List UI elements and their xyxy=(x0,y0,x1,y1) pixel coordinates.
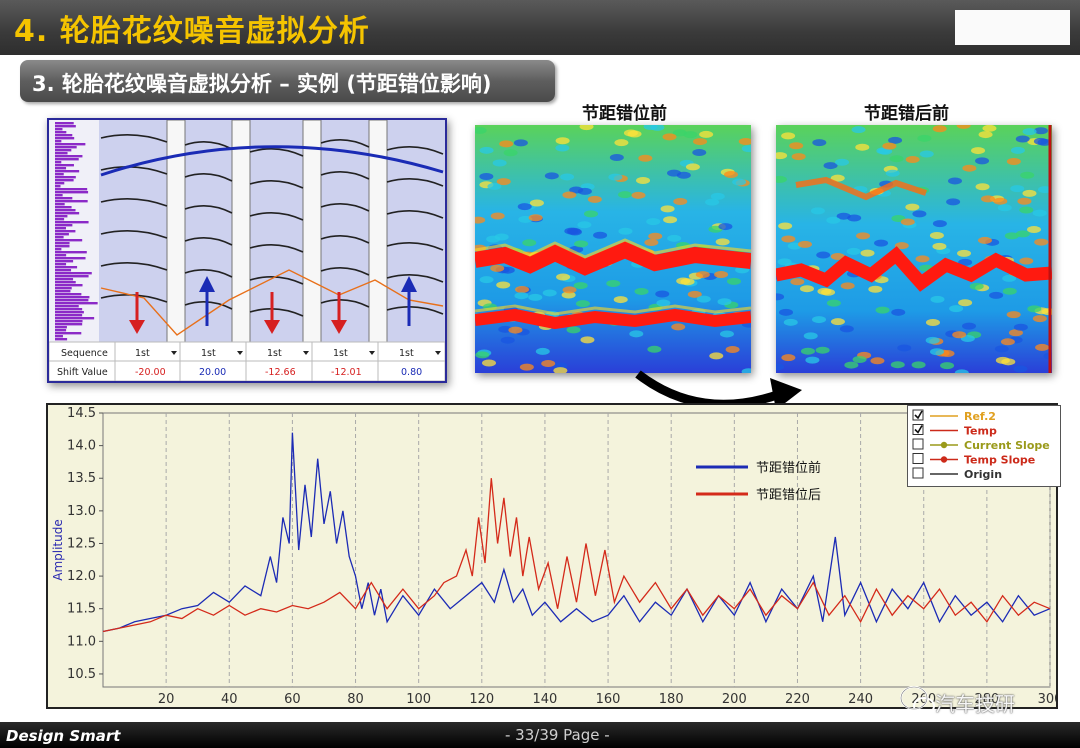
legend-checkbox[interactable] xyxy=(912,424,924,435)
legend-option-label: Origin xyxy=(964,468,1002,481)
legend-label: 节距错位前 xyxy=(756,460,821,476)
legend-option-label: Temp Slope xyxy=(964,454,1035,467)
x-tick-label: 260 xyxy=(911,692,936,707)
sequence-cell[interactable]: 1st xyxy=(399,348,414,359)
shift-value-cell[interactable]: 0.80 xyxy=(401,367,422,378)
y-tick-label: 10.5 xyxy=(67,667,96,682)
dropdown-icons xyxy=(171,351,441,355)
x-tick-label: 40 xyxy=(221,692,238,707)
shift-value-cell[interactable]: 20.00 xyxy=(199,367,226,378)
table-row-label: Shift Value xyxy=(57,367,108,378)
x-tick-label: 200 xyxy=(722,692,747,707)
arrow-up-icon xyxy=(401,276,417,326)
shift-value-cell[interactable]: -12.01 xyxy=(331,367,362,378)
x-tick-label: 300 xyxy=(1038,692,1056,707)
legend-checkbox[interactable] xyxy=(912,467,924,479)
amplitude-chart: 20 40 60 80 100 120 140 160 180 200 220 240 260 280 30… xyxy=(46,403,1062,709)
x-tick-label: 120 xyxy=(469,692,494,707)
sequence-cell[interactable]: 1st xyxy=(201,348,216,359)
arrow-down-icon xyxy=(264,292,280,334)
legend-label: 节距错位后 xyxy=(756,488,821,503)
tread-pattern-panel: Sequence Shift Value 1st 1st 1st 1st 1st… xyxy=(47,118,447,383)
spectrogram-after-image xyxy=(770,121,1058,377)
legend-checkbox[interactable] xyxy=(912,409,924,421)
tread-grooves xyxy=(166,119,388,343)
x-tick-label: 220 xyxy=(785,692,810,707)
y-tick-label: 13.5 xyxy=(67,471,96,486)
tread-block-lines xyxy=(100,134,444,317)
shift-value-cell[interactable]: -20.00 xyxy=(135,367,166,378)
spectrogram-before-image xyxy=(469,123,756,376)
chevron-down-icon xyxy=(369,351,375,355)
legend-option-label: Temp xyxy=(964,425,997,438)
y-tick-label: 11.0 xyxy=(67,634,96,649)
legend-option-label: Current Slope xyxy=(964,439,1050,452)
x-tick-label: 160 xyxy=(596,692,621,707)
x-tick-label: 140 xyxy=(533,692,558,707)
subtitle-bar xyxy=(20,60,555,102)
checkmark-icon xyxy=(914,425,923,434)
legend-option-label: Ref.2 xyxy=(964,410,996,423)
shift-polyline xyxy=(100,269,444,336)
profile-curve xyxy=(100,145,444,177)
arrow-down-icon xyxy=(129,292,145,334)
chevron-down-icon xyxy=(435,351,441,355)
plot-area xyxy=(102,412,1051,688)
chevron-down-icon xyxy=(303,351,309,355)
page-title: 4. 轮胎花纹噪音虚拟分析 xyxy=(14,14,370,49)
x-tick-label: 60 xyxy=(284,692,301,707)
spectrogram-after xyxy=(770,121,1058,377)
y-tick-label: 12.5 xyxy=(67,536,96,551)
table-row-label: Sequence xyxy=(61,348,108,359)
y-tick-label: 13.0 xyxy=(67,504,96,519)
amplitude-chart-svg: 20 40 60 80 100 120 140 160 180 200 220 240 260 280 30… xyxy=(51,406,1062,707)
x-tick-label: 180 xyxy=(659,692,684,707)
page-number: - 33/39 Page - xyxy=(505,726,610,744)
checkmark-icon xyxy=(914,410,923,420)
chevron-down-icon xyxy=(237,351,243,355)
shift-value-cell[interactable]: -12.66 xyxy=(265,367,296,378)
series-line-2 xyxy=(102,478,1051,633)
spectrogram-after-caption: 节距错后前 xyxy=(864,104,949,124)
legend-checkbox[interactable] xyxy=(912,438,924,450)
spectrogram-before xyxy=(469,123,756,376)
series-options-legend: Ref.2 Temp Current Slope Temp Slope Origin xyxy=(907,405,1061,487)
title-bar xyxy=(0,0,1080,55)
x-tick-label: 20 xyxy=(158,692,175,707)
watermark-text: 汽车技研 xyxy=(935,692,1015,716)
wechat-icon xyxy=(900,686,935,715)
arrow-up-icon xyxy=(199,276,215,326)
x-tick-label: 100 xyxy=(406,692,431,707)
x-tick-label: 280 xyxy=(974,692,999,707)
y-tick-label: 14.5 xyxy=(67,406,96,421)
y-tick-label: 11.5 xyxy=(67,602,96,617)
y-tick-label: 14.0 xyxy=(67,439,96,454)
section-subtitle: 3. 轮胎花纹噪音虚拟分析 – 实例 (节距错位影响) xyxy=(32,72,492,96)
transition-arrow-icon xyxy=(635,370,802,410)
shift-arrows xyxy=(129,276,417,334)
tread-pattern-graphic: Sequence Shift Value 1st 1st 1st 1st 1st… xyxy=(48,119,446,382)
x-tick-label: 240 xyxy=(848,692,873,707)
legend-checkbox[interactable] xyxy=(912,453,924,464)
spectrogram-before-caption: 节距错位前 xyxy=(582,104,667,124)
chevron-down-icon xyxy=(171,351,177,355)
sequence-cell[interactable]: 1st xyxy=(333,348,348,359)
y-axis-label: Amplitude xyxy=(51,519,65,581)
footer-brand: Design Smart xyxy=(6,727,121,745)
sequence-cell[interactable]: 1st xyxy=(135,348,150,359)
logo-placeholder xyxy=(955,10,1070,45)
sequence-cell[interactable]: 1st xyxy=(267,348,282,359)
series-line-1 xyxy=(102,432,1051,633)
footer-bar xyxy=(0,722,1080,748)
arrow-down-icon xyxy=(331,292,347,334)
x-tick-label: 80 xyxy=(347,692,364,707)
y-tick-label: 12.0 xyxy=(67,569,96,584)
frequency-histogram xyxy=(55,122,98,341)
